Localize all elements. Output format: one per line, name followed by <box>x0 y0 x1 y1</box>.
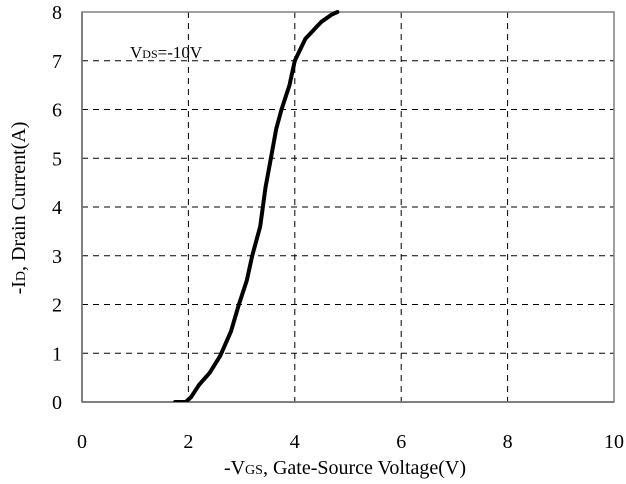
y-tick-label-3: 3 <box>52 246 62 268</box>
y-tick-label-5: 5 <box>52 148 62 170</box>
vds-annotation: VDS=-10V <box>130 43 203 62</box>
series-line-0 <box>173 10 340 402</box>
series-layer <box>173 10 340 402</box>
x-axis-label: -VGS, Gate-Source Voltage(V) <box>224 457 466 479</box>
y-tick-label-1: 1 <box>52 343 62 365</box>
y-axis-label: -ID, Drain Current(A) <box>8 122 30 295</box>
y-tick-label-7: 7 <box>52 51 62 73</box>
tick-labels: 0 2 4 6 8 10 0 1 2 3 4 5 6 7 8 <box>52 2 624 453</box>
x-tick-label-6: 6 <box>396 431 406 453</box>
y-tick-label-8: 8 <box>52 2 62 24</box>
x-tick-label-4: 4 <box>290 431 300 453</box>
y-tick-label-2: 2 <box>52 295 62 317</box>
grid-lines <box>81 12 614 403</box>
y-tick-label-6: 6 <box>52 100 62 122</box>
plot-area-frame <box>81 11 615 403</box>
x-tick-label-2: 2 <box>183 431 193 453</box>
x-tick-label-0: 0 <box>77 431 87 453</box>
x-tick-label-10: 10 <box>604 431 624 453</box>
y-tick-label-0: 0 <box>52 392 62 414</box>
x-tick-label-8: 8 <box>503 431 513 453</box>
y-tick-label-4: 4 <box>52 197 62 219</box>
